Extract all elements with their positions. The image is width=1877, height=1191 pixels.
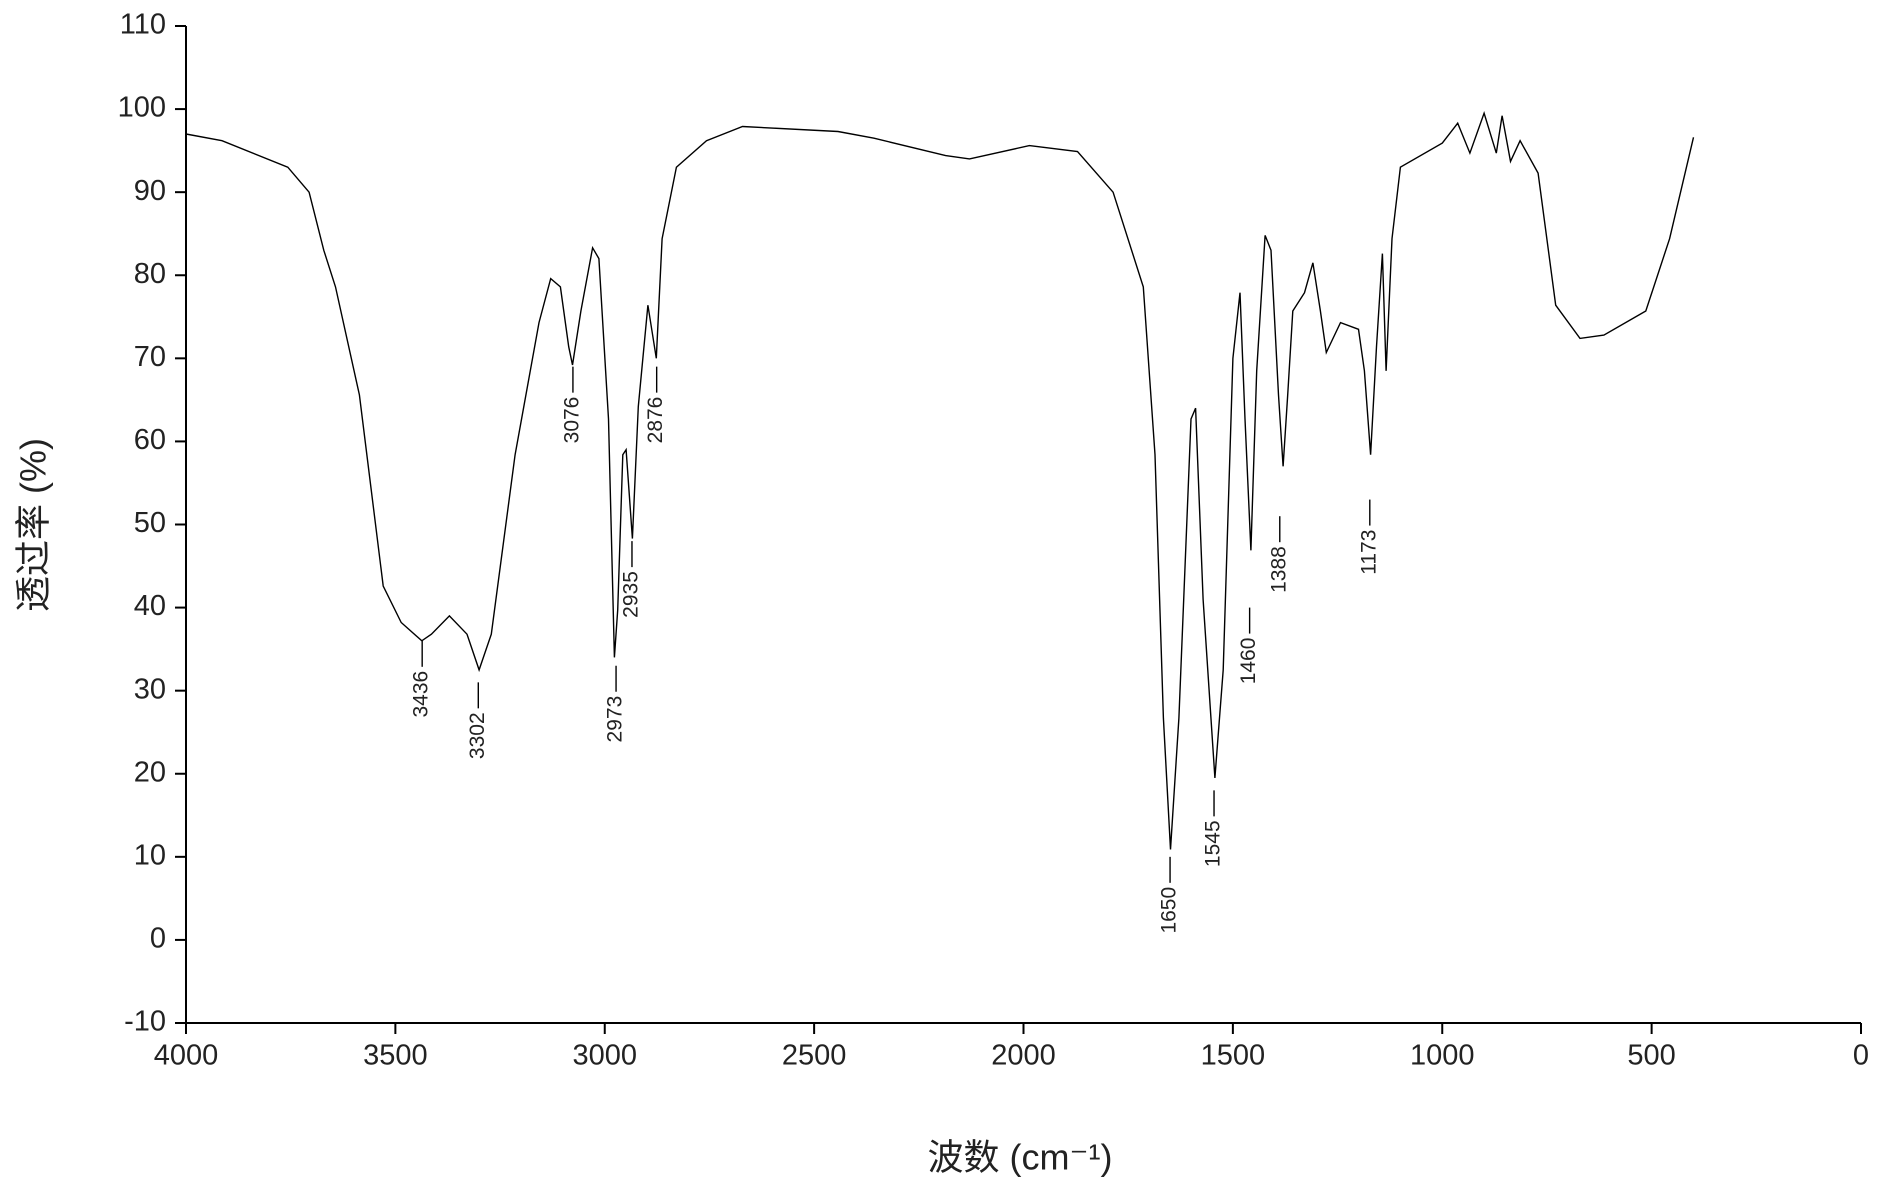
y-axis-title: 透过率 (%) — [13, 438, 54, 612]
y-tick-label: 30 — [134, 673, 166, 705]
y-tick-label: 10 — [134, 839, 166, 871]
x-tick-label: 2000 — [991, 1040, 1056, 1072]
y-tick-label: 50 — [134, 507, 166, 539]
x-tick-label: 1500 — [1201, 1040, 1266, 1072]
x-tick-label: 3000 — [572, 1040, 637, 1072]
peak-label: 1388 — [1267, 546, 1290, 593]
peak-label: 2935 — [620, 571, 643, 618]
x-axis-title: 波数 (cm⁻¹) — [928, 1137, 1113, 1178]
x-tick-label: 0 — [1853, 1040, 1869, 1072]
y-tick-label: 0 — [150, 923, 166, 955]
y-tick-label: 100 — [118, 92, 166, 124]
peak-label: 3076 — [560, 397, 583, 444]
y-tick-label: 80 — [134, 258, 166, 290]
peak-label: 2876 — [644, 397, 667, 444]
y-tick-label: 110 — [120, 9, 166, 41]
peak-label: 1173 — [1357, 530, 1380, 575]
y-tick-label: 40 — [134, 590, 166, 622]
x-tick-label: 2500 — [782, 1040, 847, 1072]
peak-label: 1650 — [1158, 887, 1181, 934]
x-tick-label: 1000 — [1410, 1040, 1475, 1072]
spectrum-line — [185, 110, 1695, 850]
y-tick-label: 90 — [134, 175, 166, 207]
x-tick-label: 3500 — [363, 1040, 428, 1072]
y-tick-label: 60 — [134, 424, 166, 456]
peak-label: 1545 — [1202, 820, 1225, 867]
peak-label: 2973 — [604, 696, 627, 743]
x-tick-label: 500 — [1627, 1040, 1675, 1072]
y-tick-label: -10 — [124, 1006, 166, 1038]
y-tick-label: 70 — [134, 341, 166, 373]
peak-label: 3302 — [466, 712, 489, 759]
peak-label: 1460 — [1237, 638, 1260, 685]
x-tick-label: 4000 — [154, 1040, 219, 1072]
peak-label: 3436 — [410, 671, 433, 718]
y-tick-label: 20 — [134, 756, 166, 788]
